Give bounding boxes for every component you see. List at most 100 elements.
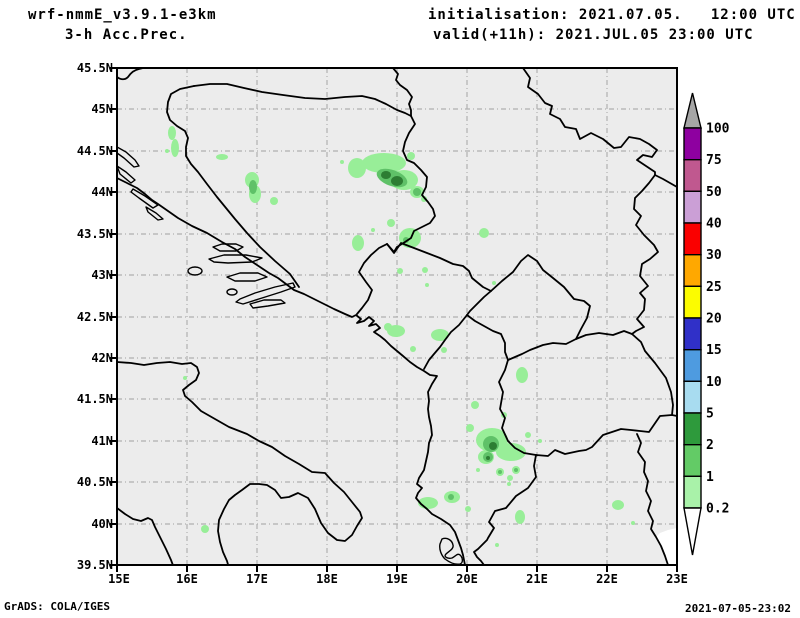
lon-label: 16E (176, 572, 198, 586)
lon-label: 15E (108, 572, 130, 586)
border-serbia-bulgaria (631, 174, 659, 335)
lat-label: 39.5N (77, 558, 113, 572)
lon-label: 20E (456, 572, 478, 586)
colorbar-label: 15 (706, 343, 722, 358)
lat-label: 43N (91, 268, 113, 282)
colorbar-band (683, 190, 702, 224)
island-kornati (145, 206, 164, 221)
init-time-label: initialisation: 2021.07.05. 12:00 UTC (428, 7, 796, 23)
border-macedonia-greece (535, 414, 673, 457)
colorbar-label: 20 (706, 312, 722, 327)
colorbar-band (683, 317, 702, 351)
border-albania-macedonia (498, 359, 537, 456)
lat-label: 41.5N (77, 392, 113, 406)
border-serbia-macedonia (575, 330, 633, 340)
colorbar-band (683, 285, 702, 319)
lat-label: 40.5N (77, 475, 113, 489)
creation-timestamp: 2021-07-05-23:02 (685, 602, 791, 615)
lon-label: 22E (596, 572, 618, 586)
colorbar: 100 75 50 40 30 25 20 15 10 5 2 1 0.2 (683, 92, 730, 556)
colorbar-label: 100 (706, 122, 730, 137)
lon-label: 21E (526, 572, 548, 586)
colorbar-label: 40 (706, 217, 722, 232)
colorbar-band (683, 349, 702, 383)
border-kosovo-serbia (490, 254, 591, 340)
colorbar-label: 2 (706, 438, 714, 453)
coastline-italy-tyrrhenian (117, 507, 174, 565)
precip-dark-layer (381, 171, 497, 460)
colorbar-band (683, 444, 702, 478)
lon-label: 18E (316, 572, 338, 586)
border-montenegro-kosovo (466, 290, 492, 316)
borders-and-coastlines (117, 68, 677, 565)
lat-axis-labels: 45.5N 45N 44.5N 44N 43.5N 43N 42.5N 42N … (77, 61, 113, 572)
border-serbia-romania-danube (522, 68, 658, 176)
colorbar-label: 25 (706, 280, 722, 295)
colorbar-label: 30 (706, 248, 722, 263)
colorbar-label: 10 (706, 375, 722, 390)
border-macedonia-bulgaria (631, 333, 674, 416)
border-romania-bulgaria-danube (654, 174, 677, 188)
lat-label: 45N (91, 102, 113, 116)
colorbar-band (683, 222, 702, 256)
border-bosnia-croatia (166, 85, 300, 288)
model-title: wrf-nmmE_v3.9.1-e3km (28, 7, 217, 23)
coastline-adriatic-east (117, 177, 466, 565)
out-of-domain-region (656, 528, 677, 565)
border-drina-bosnia-serbia (386, 115, 436, 253)
grads-credit: GrADS: COLA/IGES (4, 600, 110, 613)
colorbar-labels: 100 75 50 40 30 25 20 15 10 5 2 1 0.2 (706, 122, 730, 517)
colorbar-label: 5 (706, 407, 714, 422)
border-montenegro-serbia (386, 242, 492, 292)
grid-lines (117, 68, 677, 565)
border-albania-greece (473, 454, 537, 565)
island-rab (117, 146, 140, 168)
island-pag (117, 165, 136, 184)
valid-time-label: valid(+11h): 2021.JUL.05 23:00 UTC (433, 27, 754, 43)
colorbar-band (683, 127, 702, 161)
lat-label: 43.5N (77, 227, 113, 241)
lat-label: 41N (91, 434, 113, 448)
colorbar-band (683, 380, 702, 414)
colorbar-underflow-arrow (683, 507, 702, 556)
lon-label: 19E (386, 572, 408, 586)
border-sava-north-bosnia (193, 83, 412, 117)
border-kosovo-macedonia (507, 338, 577, 361)
border-croatia-serbia-danube (392, 68, 413, 117)
coastline-slovenia-fragment (117, 68, 144, 81)
border-montenegro-albania (423, 314, 468, 370)
island-corfu (439, 537, 464, 565)
peljesac-peninsula (235, 282, 296, 305)
colorbar-band (683, 253, 702, 288)
colorbar-overflow-arrow (683, 92, 702, 129)
lon-label: 23E (666, 572, 688, 586)
colorbar-label: 75 (706, 153, 722, 168)
island-mljet (249, 299, 286, 309)
colorbar-label: 0.2 (706, 502, 729, 517)
axis-ticks (110, 67, 678, 572)
island-hvar (208, 254, 263, 264)
colorbar-label: 50 (706, 185, 722, 200)
lat-label: 44N (91, 185, 113, 199)
island-vis (187, 266, 203, 276)
lon-axis-labels: 15E 16E 17E 18E 19E 20E 21E 22E 23E (108, 572, 688, 586)
border-bosnia-montenegro (356, 243, 388, 315)
coastline-italy-adriatic (117, 361, 363, 565)
colorbar-band (683, 158, 702, 193)
island-lastovo (226, 288, 238, 296)
island-dugi-otok (130, 188, 159, 209)
lat-label: 42.5N (77, 310, 113, 324)
lat-label: 44.5N (77, 144, 113, 158)
coastline-aegean (636, 433, 669, 565)
product-title: 3-h Acc.Prec. (65, 27, 188, 43)
lat-label: 45.5N (77, 61, 113, 75)
lat-label: 42N (91, 351, 113, 365)
lon-label: 17E (246, 572, 268, 586)
border-albania-kosovo (466, 314, 509, 361)
island-korcula (226, 272, 268, 282)
colorbar-band (683, 412, 702, 446)
islands (117, 146, 464, 565)
lat-label: 40N (91, 517, 113, 531)
